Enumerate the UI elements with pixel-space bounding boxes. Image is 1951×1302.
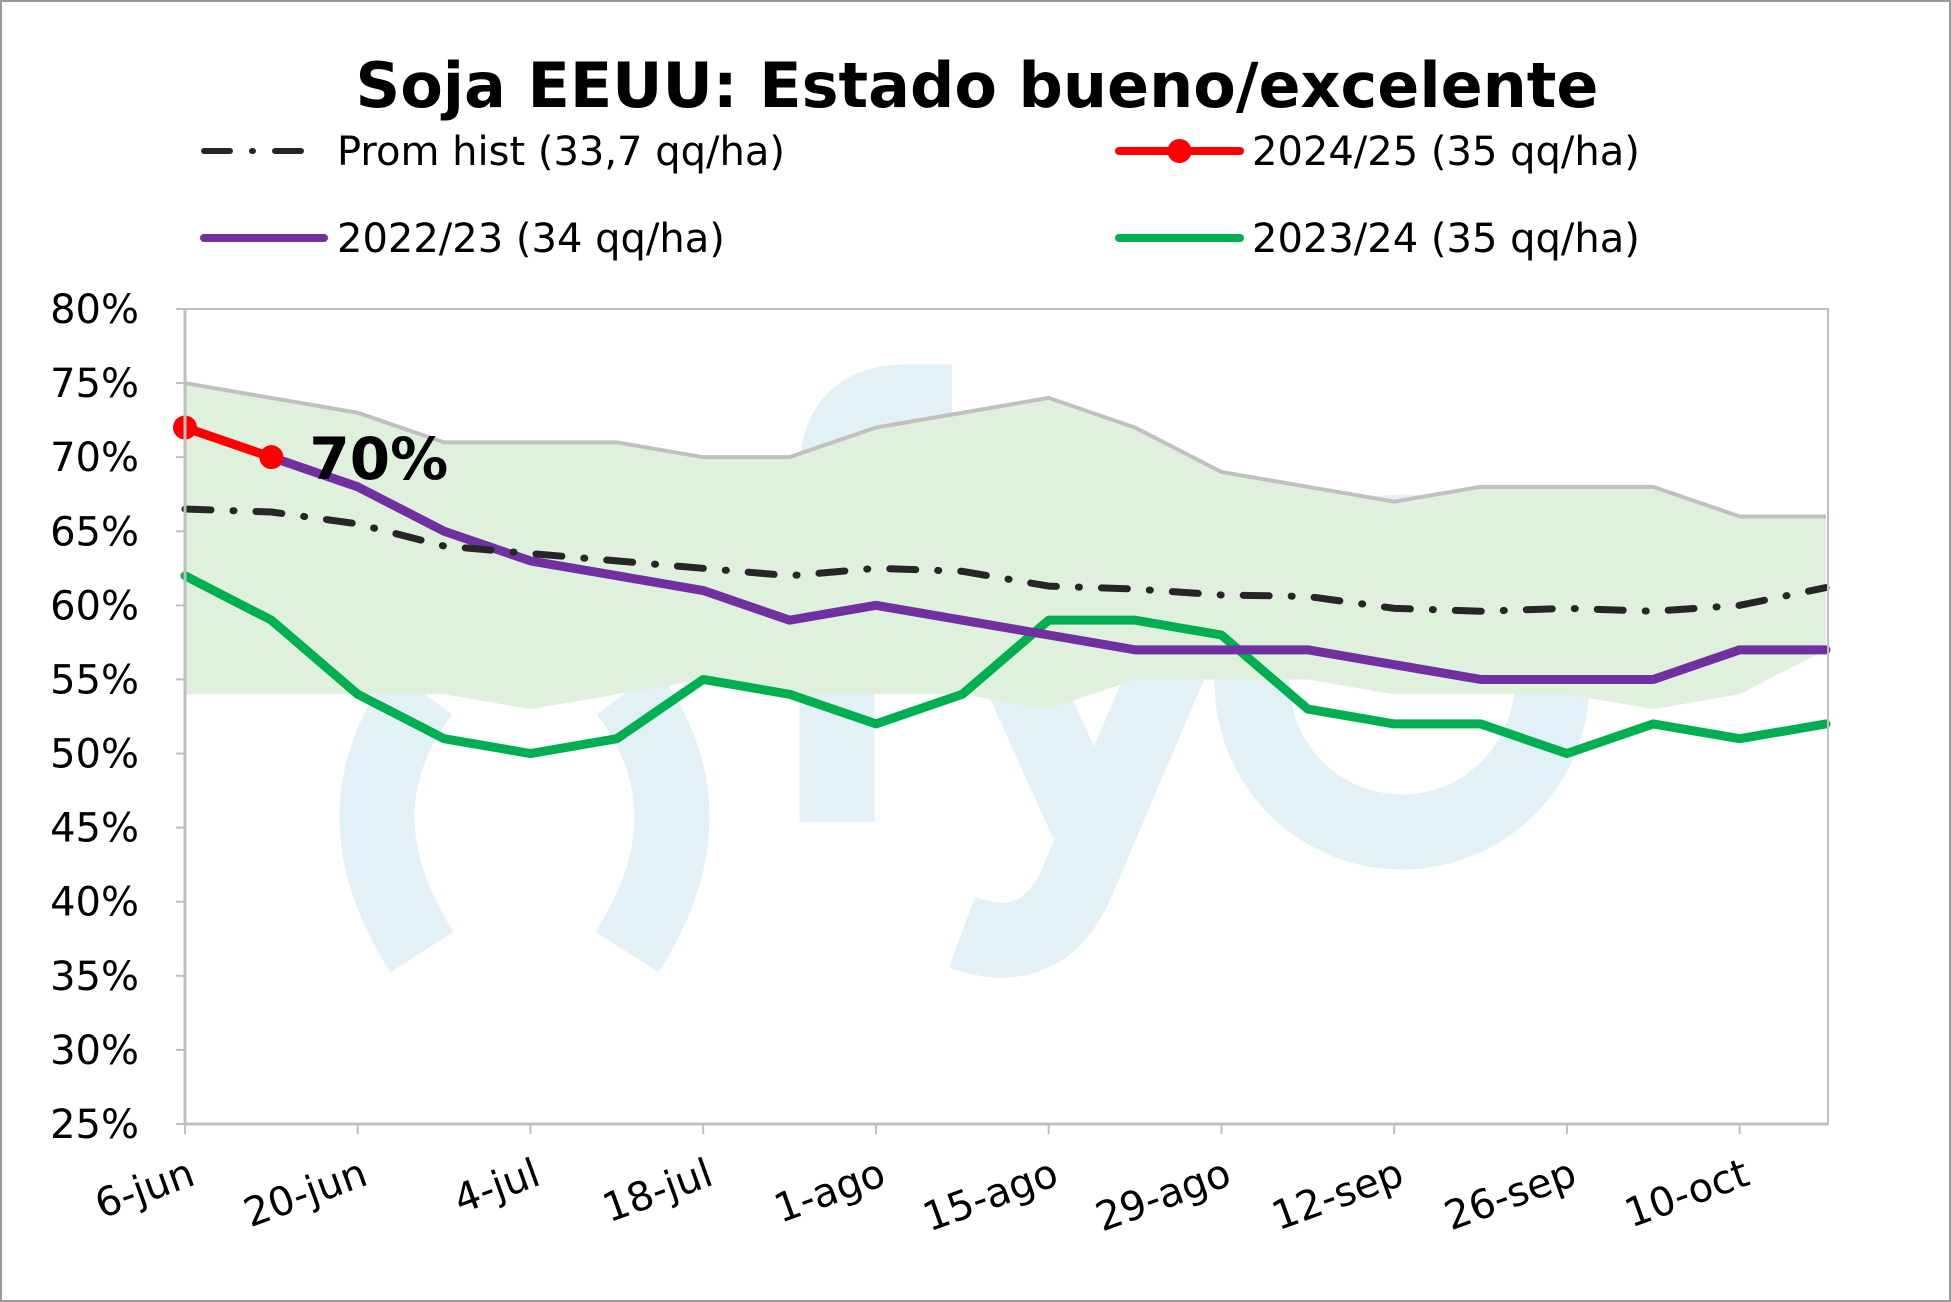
x-tick-label: 12-sep (1266, 1150, 1410, 1240)
x-tick-label: 20-jun (238, 1150, 373, 1237)
watermark-left-paren-icon (339, 669, 454, 973)
series-line (180, 423, 276, 462)
plot-area: 70% (173, 381, 1831, 759)
historical-range-band (185, 383, 1826, 710)
y-tick-label: 70% (50, 435, 139, 481)
series-line (181, 505, 1830, 615)
series-Prom (181, 505, 1830, 615)
series-line (180, 571, 1831, 759)
chart-title: Soja EEUU: Estado bueno/excelente (356, 49, 1599, 122)
series-2022-23 (266, 452, 1831, 684)
legend: Prom hist (33,7 qq/ha) 2024/25 (35 qq/ha)… (200, 129, 1640, 262)
data-point (259, 445, 284, 470)
y-tick-label: 30% (50, 1028, 139, 1074)
x-tick-label: 10-oct (1619, 1150, 1755, 1237)
y-tick-label: 50% (50, 732, 139, 778)
y-tick-label: 65% (50, 509, 139, 555)
x-tick-label: 4-jul (448, 1150, 546, 1223)
y-tick-label: 80% (50, 287, 139, 333)
legend-item: 2022/23 (34 qq/ha) (200, 216, 725, 262)
y-tick-label: 75% (50, 361, 139, 407)
x-tick-label: 18-jul (597, 1150, 719, 1232)
y-tick-label: 25% (50, 1102, 139, 1148)
legend-label: 2022/23 (34 qq/ha) (337, 216, 725, 262)
x-tick-label: 15-ago (917, 1150, 1064, 1241)
annotation-label: 70% (309, 425, 448, 493)
y-tick-label: 35% (50, 954, 139, 1000)
y-tick-label: 60% (50, 583, 139, 629)
x-tick-label: 29-ago (1090, 1150, 1237, 1241)
x-tick-label: 6-jun (89, 1150, 200, 1228)
y-tick-label: 55% (50, 657, 139, 703)
y-tick-label: 40% (50, 880, 139, 926)
legend-item: 2024/25 (35 qq/ha) (1115, 129, 1640, 175)
legend-label: 2024/25 (35 qq/ha) (1252, 129, 1640, 175)
watermark-right-paren-icon (595, 669, 710, 973)
x-tick-label: 1-ago (768, 1150, 891, 1232)
legend-item: Prom hist (33,7 qq/ha) (201, 129, 785, 175)
x-tick-label: 26-sep (1439, 1150, 1583, 1240)
legend-item: 2023/24 (35 qq/ha) (1115, 216, 1640, 262)
y-tick-label: 45% (50, 806, 139, 852)
legend-label: Prom hist (33,7 qq/ha) (337, 129, 785, 175)
series-line (266, 452, 1831, 684)
historical-range-upper-edge (184, 381, 1826, 519)
legend-label: 2023/24 (35 qq/ha) (1252, 216, 1640, 262)
series-2023-24 (180, 571, 1831, 759)
legend-marker (1167, 139, 1192, 163)
